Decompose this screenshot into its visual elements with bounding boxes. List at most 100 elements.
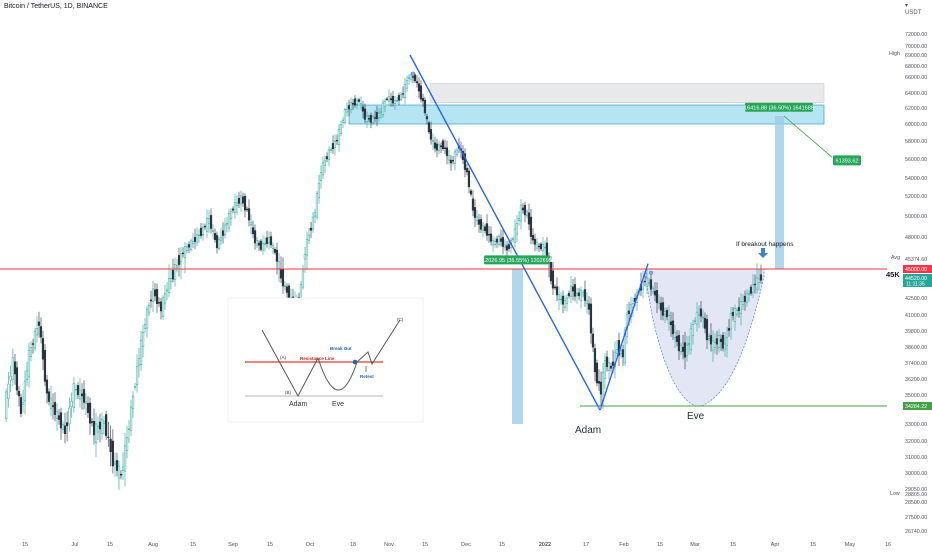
candles-layer xyxy=(5,72,763,490)
price-axis[interactable]: 72000.00 70000.00 69000.00 68000.00 66000.00… xyxy=(886,32,932,535)
candle-body xyxy=(185,246,189,251)
candle-body xyxy=(565,297,569,304)
candle-body xyxy=(751,284,755,293)
adam-eve-inset-image: (A) (B) (C) Resistance Line Break Out Re… xyxy=(227,297,424,423)
target-move-box xyxy=(745,102,813,112)
candle-body xyxy=(747,293,751,295)
candle-body xyxy=(737,307,741,311)
price-tick: 39800.00 xyxy=(905,329,927,335)
measured-move-bar-left xyxy=(512,269,523,424)
candle-body xyxy=(661,302,665,316)
currency-unit[interactable]: ▾ USDT xyxy=(905,3,921,17)
candle-body xyxy=(409,74,413,80)
measured-move-box xyxy=(484,255,550,265)
candle-body xyxy=(251,227,255,234)
candle-body xyxy=(727,328,731,331)
candle-body xyxy=(511,238,515,240)
candle-body xyxy=(717,334,721,348)
candle-body xyxy=(575,293,579,296)
candle-body xyxy=(521,207,525,211)
candle-body xyxy=(123,445,127,472)
candle-body xyxy=(241,196,245,204)
candle-body xyxy=(721,335,725,349)
candle-body xyxy=(94,423,98,443)
price-tick: 36200.00 xyxy=(905,377,927,383)
candle-body xyxy=(5,391,8,419)
candle-body xyxy=(421,97,425,102)
candle-body xyxy=(35,328,39,336)
candle-body xyxy=(121,466,125,471)
candle-body xyxy=(325,156,329,160)
candle-body xyxy=(591,333,595,348)
candle-body xyxy=(701,316,705,319)
candle-body xyxy=(713,342,717,348)
candle-body xyxy=(195,234,199,243)
candle-body xyxy=(171,270,175,280)
candle-body xyxy=(115,460,119,471)
candle-body xyxy=(571,286,575,292)
candle-body xyxy=(645,277,649,287)
candle-body xyxy=(225,223,229,225)
candle-body xyxy=(285,286,289,293)
price-tick: 66000.00 xyxy=(905,75,927,81)
candle-body xyxy=(339,124,343,134)
inset-breakout-dot xyxy=(352,359,358,365)
candle-body xyxy=(757,278,761,283)
candle-body xyxy=(113,461,117,465)
candle-body xyxy=(599,381,603,395)
candle-body xyxy=(525,211,529,216)
candle-body xyxy=(539,243,543,250)
candle-body xyxy=(725,337,729,346)
inset-breakout-label: Break Out xyxy=(330,346,352,351)
candle-body xyxy=(82,389,86,403)
time-tick: 15 xyxy=(730,542,736,548)
candle-body xyxy=(13,361,17,375)
candle-body xyxy=(735,310,739,315)
candle-body xyxy=(125,437,129,451)
candle-body xyxy=(683,342,687,358)
candle-body xyxy=(545,242,549,257)
price-tick: 48000.00 xyxy=(905,235,927,241)
candle-body xyxy=(169,278,173,282)
candle-body xyxy=(699,308,703,317)
pivot-dot xyxy=(410,71,416,76)
candle-body xyxy=(199,227,203,236)
candle-body xyxy=(66,422,69,427)
candle-body xyxy=(493,241,497,245)
candle-body xyxy=(76,385,80,396)
candle-body xyxy=(247,208,251,221)
candle-body xyxy=(601,371,605,402)
zones-layer xyxy=(348,83,825,424)
candle-body xyxy=(569,285,573,297)
candle-body xyxy=(611,361,615,366)
candle-body xyxy=(159,301,163,312)
candle-body xyxy=(239,195,243,205)
candle-body xyxy=(329,149,333,151)
candle-body xyxy=(389,98,393,100)
candle-body xyxy=(431,140,435,143)
candle-body xyxy=(517,218,521,221)
candle-body xyxy=(181,252,185,255)
candle-body xyxy=(675,336,679,342)
time-axis[interactable]: 15 Jul 15 Aug 15 Sep 15 Oct 18 Nov 15 Dec 15 2022 17 Fe… xyxy=(22,542,891,548)
candle-body xyxy=(641,281,645,290)
candle-body xyxy=(379,110,383,113)
candle-body xyxy=(677,335,681,352)
candle-body xyxy=(217,239,221,249)
candle-body xyxy=(227,213,231,229)
candle-body xyxy=(433,142,437,149)
candle-body xyxy=(407,76,411,79)
candle-body xyxy=(131,395,135,409)
candle-body xyxy=(109,438,112,453)
price-tick: 69000.00 xyxy=(905,53,927,59)
candle-body xyxy=(707,336,711,339)
candle-body xyxy=(705,319,709,341)
candle-body xyxy=(51,405,55,408)
price-tick: 52000.00 xyxy=(905,194,927,200)
candle-body xyxy=(165,289,169,292)
candle-body xyxy=(80,393,84,397)
candle-body xyxy=(209,215,213,229)
price-tick: 38600.00 xyxy=(905,345,927,351)
